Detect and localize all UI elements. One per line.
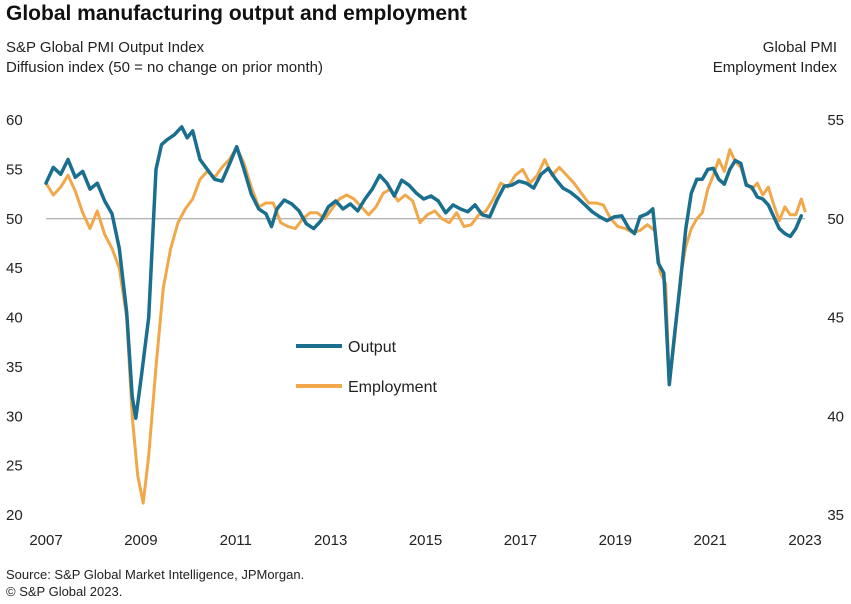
left-tick-label: 50 [6, 211, 23, 228]
footer: Source: S&P Global Market Intelligence, … [6, 566, 304, 600]
right-tick-label: 35 [827, 507, 844, 524]
x-tick-label: 2019 [599, 532, 632, 549]
source-note: Source: S&P Global Market Intelligence, … [6, 567, 305, 582]
right-axis-title-line1: Global PMI [762, 39, 837, 56]
right-tick-label: 50 [827, 211, 844, 228]
legend: Output Employment [296, 339, 437, 396]
employment-legend-label: Employment [348, 379, 437, 396]
left-axis-title: S&P Global PMI Output Index [6, 39, 205, 56]
x-tick-label: 2015 [409, 532, 442, 549]
copyright-note: © S&P Global 2023. [6, 584, 123, 599]
output-legend-label: Output [348, 339, 397, 356]
x-tick-label: 2023 [788, 532, 821, 549]
left-axis-description: S&P Global PMI Output Index Diffusion in… [6, 38, 323, 78]
left-tick-label: 30 [6, 408, 23, 425]
right-tick-label: 45 [827, 310, 844, 327]
left-tick-label: 60 [6, 112, 23, 129]
left-tick-label: 35 [6, 359, 23, 376]
x-tick-label: 2021 [693, 532, 726, 549]
x-tick-label: 2009 [124, 532, 157, 549]
left-tick-label: 55 [6, 161, 23, 178]
right-axis-description: Global PMI Employment Index [713, 38, 837, 78]
chart-title: Global manufacturing output and employme… [6, 2, 467, 25]
x-tick-label: 2011 [220, 532, 252, 549]
right-tick-label: 40 [827, 408, 844, 425]
left-tick-label: 25 [6, 458, 23, 475]
left-tick-label: 45 [6, 260, 23, 277]
x-tick-label: 2013 [314, 532, 347, 549]
left-tick-label: 40 [6, 310, 23, 327]
left-axis-subtitle: Diffusion index (50 = no change on prior… [6, 59, 323, 76]
left-tick-label: 20 [6, 507, 23, 524]
output-series-line [44, 125, 804, 420]
right-axis-title-line2: Employment Index [712, 59, 837, 76]
right-tick-label: 55 [827, 112, 844, 129]
employment-series-line [44, 146, 807, 505]
x-tick-label: 2017 [504, 532, 537, 549]
x-tick-label: 2007 [29, 532, 62, 549]
